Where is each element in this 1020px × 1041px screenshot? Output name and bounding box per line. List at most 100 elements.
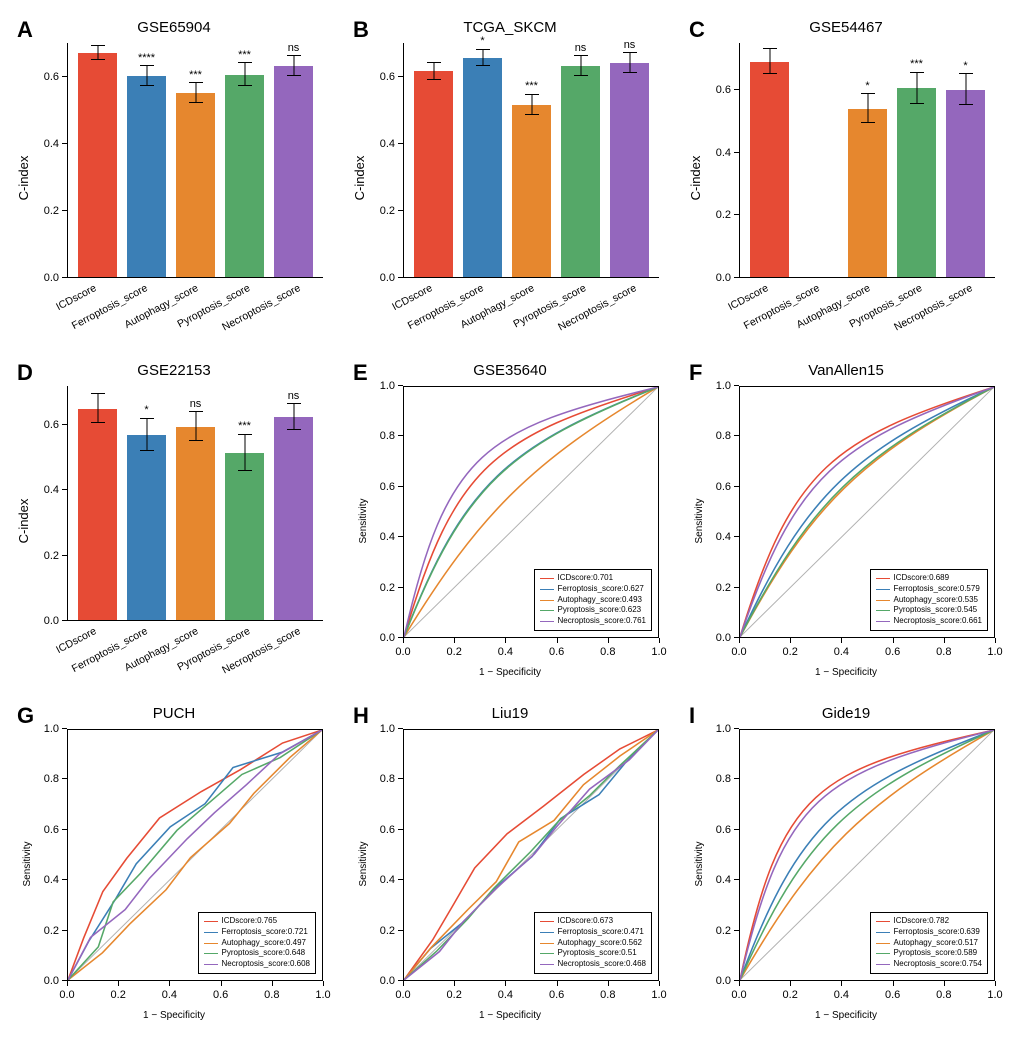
x-tick-label: 1.0 [987, 646, 1002, 658]
x-tick-mark [67, 981, 68, 986]
y-tick-label: 0.6 [44, 419, 59, 431]
x-tick-mark [454, 981, 455, 986]
error-bar [433, 63, 434, 80]
legend-label: Necroptosis_score:0.754 [894, 959, 983, 970]
x-tick-mark [841, 981, 842, 986]
legend-row: Pyroptosis_score:0.545 [876, 605, 983, 616]
bar [610, 63, 649, 277]
x-tick-mark [557, 638, 558, 643]
x-axis-label: 1 − Specificity [351, 1010, 669, 1021]
significance-label: *** [910, 58, 923, 70]
y-tick-label: 0.0 [44, 272, 59, 284]
bar-wrap: ns [176, 386, 215, 620]
legend-row: Necroptosis_score:0.754 [876, 959, 983, 970]
error-cap [140, 450, 154, 451]
error-cap [910, 72, 924, 73]
legend-row: ICDscore:0.689 [876, 573, 983, 584]
y-ticks: 0.00.20.40.60.81.0 [351, 386, 403, 638]
y-ticks: 0.00.20.40.60.81.0 [351, 729, 403, 981]
legend-swatch [204, 943, 218, 944]
panel-title: GSE22153 [15, 362, 333, 379]
y-tick-label: 0.0 [380, 272, 395, 284]
y-tick-label: 0.6 [44, 71, 59, 83]
legend-row: Autophagy_score:0.562 [540, 938, 647, 949]
error-bar [195, 83, 196, 103]
x-tick-label: 0.0 [395, 989, 410, 1001]
legend-swatch [204, 921, 218, 922]
y-tick-label: 0.0 [716, 632, 731, 644]
error-cap [763, 73, 777, 74]
legend-row: Autophagy_score:0.497 [204, 938, 311, 949]
significance-label: *** [238, 49, 251, 61]
legend-label: Necroptosis_score:0.468 [558, 959, 647, 970]
error-bar [244, 435, 245, 471]
plot-area: ICDscore:0.689Ferroptosis_score:0.579Aut… [739, 386, 995, 638]
legend-swatch [540, 589, 554, 590]
x-tick-mark [118, 981, 119, 986]
error-cap [238, 62, 252, 63]
error-cap [574, 55, 588, 56]
legend-row: Necroptosis_score:0.608 [204, 959, 311, 970]
error-cap [427, 79, 441, 80]
legend-label: ICDscore:0.701 [558, 573, 614, 584]
error-cap [238, 85, 252, 86]
x-axis-label: 1 − Specificity [15, 1010, 333, 1021]
x-tick-label: 0.4 [834, 646, 849, 658]
roc-panel: H Liu19 Sensitivity 0.00.20.40.60.81.0 I… [351, 701, 669, 1026]
legend-row: Ferroptosis_score:0.721 [204, 927, 311, 938]
error-bar [97, 394, 98, 423]
panel-title: TCGA_SKCM [351, 19, 669, 36]
y-ticks: 0.00.20.40.60.81.0 [687, 386, 739, 638]
error-bar [965, 74, 966, 105]
bar-wrap: *** [512, 43, 551, 277]
x-tick-label: 1.0 [315, 989, 330, 1001]
error-cap [476, 49, 490, 50]
legend-swatch [540, 932, 554, 933]
panel-title: PUCH [15, 705, 333, 722]
y-tick-label: 0.6 [716, 824, 731, 836]
bar-wrap: * [127, 386, 166, 620]
legend-row: Autophagy_score:0.535 [876, 595, 983, 606]
bar [946, 90, 985, 277]
significance-label: * [144, 404, 148, 416]
x-tick-mark [659, 638, 660, 643]
roc-panel: E GSE35640 Sensitivity 0.00.20.40.60.81.… [351, 358, 669, 683]
x-tick-mark [403, 638, 404, 643]
bars-container: ****nsns [404, 43, 659, 277]
legend-swatch [204, 932, 218, 933]
legend-row: Necroptosis_score:0.661 [876, 616, 983, 627]
y-tick-label: 0.6 [44, 824, 59, 836]
y-tick-label: 0.6 [380, 71, 395, 83]
x-tick-mark [505, 638, 506, 643]
legend-row: Ferroptosis_score:0.471 [540, 927, 647, 938]
y-ticks: 0.00.20.40.60.81.0 [15, 729, 67, 981]
plot-area: *ns***ns [67, 386, 323, 621]
legend-swatch [540, 943, 554, 944]
legend-row: ICDscore:0.782 [876, 916, 983, 927]
bar [274, 66, 313, 277]
error-bar [580, 56, 581, 76]
x-axis-label: 1 − Specificity [687, 1010, 1005, 1021]
bar-chart-panel: D GSE22153 C-index 0.00.20.40.6 *ns***ns… [15, 358, 333, 683]
x-tick-mark [505, 981, 506, 986]
error-bar [293, 56, 294, 76]
x-tick-mark [995, 981, 996, 986]
legend-label: Ferroptosis_score:0.721 [222, 927, 308, 938]
error-bar [916, 73, 917, 104]
y-tick-label: 0.8 [380, 773, 395, 785]
x-tick-label: 0.2 [783, 646, 798, 658]
y-tick-label: 0.0 [380, 975, 395, 987]
error-cap [623, 72, 637, 73]
legend-swatch [876, 589, 890, 590]
y-tick-label: 0.4 [716, 531, 731, 543]
y-tick-label: 0.4 [716, 147, 731, 159]
bar [176, 93, 215, 277]
x-tick-mark [557, 981, 558, 986]
legend-label: ICDscore:0.689 [894, 573, 950, 584]
x-tick-label: 0.2 [783, 989, 798, 1001]
x-ticks: ICDscoreFerroptosis_scoreAutophagy_score… [67, 621, 323, 683]
significance-label: **** [138, 52, 155, 64]
legend-swatch [204, 953, 218, 954]
bar [848, 109, 887, 277]
y-tick-label: 1.0 [716, 380, 731, 392]
